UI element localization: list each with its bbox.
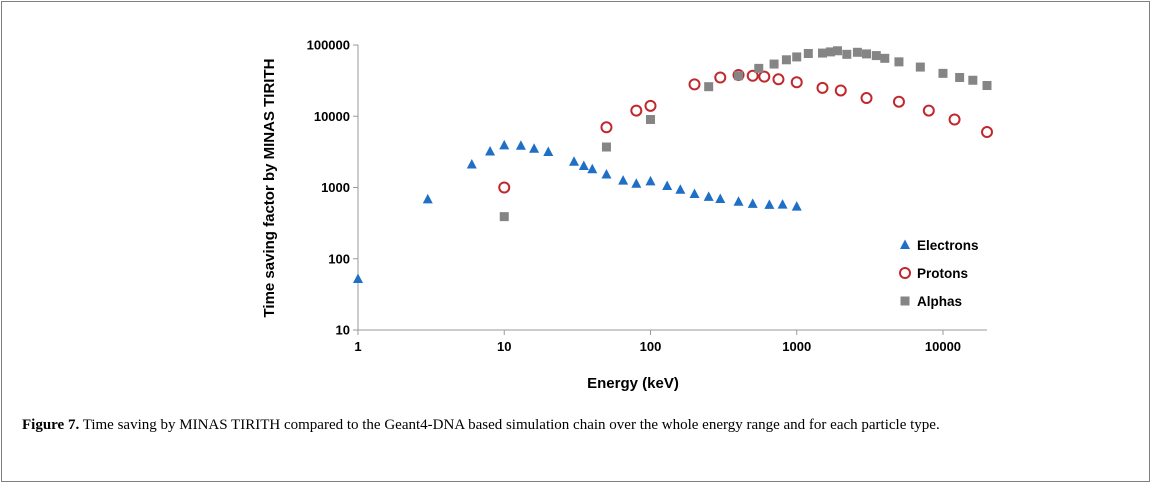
electrons-point	[733, 196, 744, 206]
legend-item-alphas: Alphas	[900, 294, 962, 309]
protons-point	[892, 95, 905, 108]
legend-marker-protons	[899, 267, 911, 279]
alphas-point	[894, 57, 904, 67]
chart-legend: Electrons Protons Alphas	[899, 238, 979, 309]
series-protons	[498, 68, 993, 194]
alphas-point	[817, 48, 827, 58]
figure-caption: Figure 7. Time saving by MINAS TIRITH co…	[22, 414, 1132, 436]
alphas-point	[915, 62, 925, 72]
electrons-point	[618, 175, 629, 185]
electrons-point	[569, 156, 580, 166]
series-alphas	[499, 46, 992, 222]
x-tick-label: 1	[354, 339, 361, 354]
alphas-point	[645, 115, 655, 125]
electrons-point	[791, 201, 802, 211]
scatter-chart: 10 100 1000 10000 100000 1 10 100 1000 10000 Time…	[261, 38, 993, 392]
alphas-point	[938, 68, 948, 78]
series-electrons	[353, 139, 802, 283]
electrons-point	[485, 146, 496, 156]
alphas-point	[781, 55, 791, 65]
protons-point	[644, 99, 657, 112]
alphas-point	[880, 53, 890, 63]
protons-point	[688, 78, 701, 91]
electrons-point	[515, 140, 526, 150]
alphas-point	[968, 75, 978, 85]
electrons-point	[662, 180, 673, 190]
protons-point	[498, 181, 511, 194]
electrons-point	[601, 169, 612, 179]
alphas-point	[704, 82, 714, 92]
legend-label-alphas: Alphas	[917, 294, 962, 309]
x-tick-label: 10	[497, 339, 511, 354]
alphas-point	[734, 71, 744, 81]
protons-point	[790, 76, 803, 89]
y-tick-label: 1000	[321, 180, 350, 195]
electrons-point	[466, 159, 477, 169]
y-tick-label: 10	[336, 323, 350, 338]
electrons-point	[578, 160, 589, 171]
protons-point	[948, 113, 961, 126]
legend-label-electrons: Electrons	[917, 238, 979, 253]
y-tick-label: 10000	[314, 109, 350, 124]
alphas-point	[754, 63, 764, 73]
y-tick-label: 100000	[307, 38, 350, 53]
x-tick-label: 10000	[925, 339, 961, 354]
electrons-point	[422, 193, 433, 204]
electrons-point	[587, 163, 598, 174]
electrons-point	[529, 143, 540, 153]
electrons-point	[675, 184, 686, 194]
alphas-point	[832, 46, 842, 56]
protons-point	[922, 104, 935, 117]
electrons-point	[689, 188, 700, 199]
protons-point	[772, 73, 785, 86]
alphas-point	[842, 49, 852, 59]
alphas-point	[871, 51, 881, 61]
protons-point	[600, 121, 613, 134]
electrons-point	[543, 146, 554, 156]
y-tick-label: 100	[328, 251, 350, 266]
electrons-point	[764, 199, 775, 209]
alphas-point	[601, 142, 611, 152]
x-tick-label: 100	[640, 339, 662, 354]
alphas-point	[862, 49, 872, 59]
electrons-point	[353, 273, 363, 283]
protons-point	[630, 104, 643, 117]
alphas-point	[792, 52, 802, 62]
legend-item-electrons: Electrons	[900, 238, 979, 253]
alphas-point	[852, 47, 862, 57]
electrons-point	[703, 191, 714, 201]
chart-axes	[357, 45, 987, 331]
legend-item-protons: Protons	[899, 266, 968, 281]
protons-point	[981, 126, 993, 139]
protons-point	[860, 92, 873, 105]
electrons-point	[747, 198, 758, 208]
alphas-point	[825, 47, 835, 57]
y-axis-title: Time saving factor by MINAS TIRITH	[261, 59, 278, 318]
electrons-point	[499, 139, 510, 150]
electrons-point	[777, 199, 788, 209]
protons-point	[714, 71, 727, 84]
alphas-point	[803, 48, 813, 58]
axis-ticks: 10 100 1000 10000 100000 1 10 100 1000 10000	[307, 38, 961, 355]
legend-marker-alphas	[900, 296, 910, 306]
electrons-point	[645, 175, 656, 186]
data-points	[353, 46, 993, 283]
protons-point	[746, 69, 759, 82]
caption-text: Time saving by MINAS TIRITH compared to …	[79, 417, 940, 433]
legend-label-protons: Protons	[917, 266, 968, 281]
alphas-point	[955, 72, 965, 82]
alphas-point	[499, 212, 509, 222]
x-tick-label: 1000	[782, 339, 811, 354]
alphas-point	[769, 59, 779, 69]
electrons-point	[715, 193, 726, 203]
protons-point	[834, 84, 847, 97]
legend-marker-electrons	[900, 239, 910, 249]
protons-point	[758, 70, 771, 83]
alphas-point	[982, 81, 992, 91]
caption-label: Figure 7.	[22, 417, 80, 433]
protons-point	[816, 81, 829, 94]
x-axis-title: Energy (keV)	[587, 375, 679, 392]
electrons-point	[631, 178, 642, 188]
